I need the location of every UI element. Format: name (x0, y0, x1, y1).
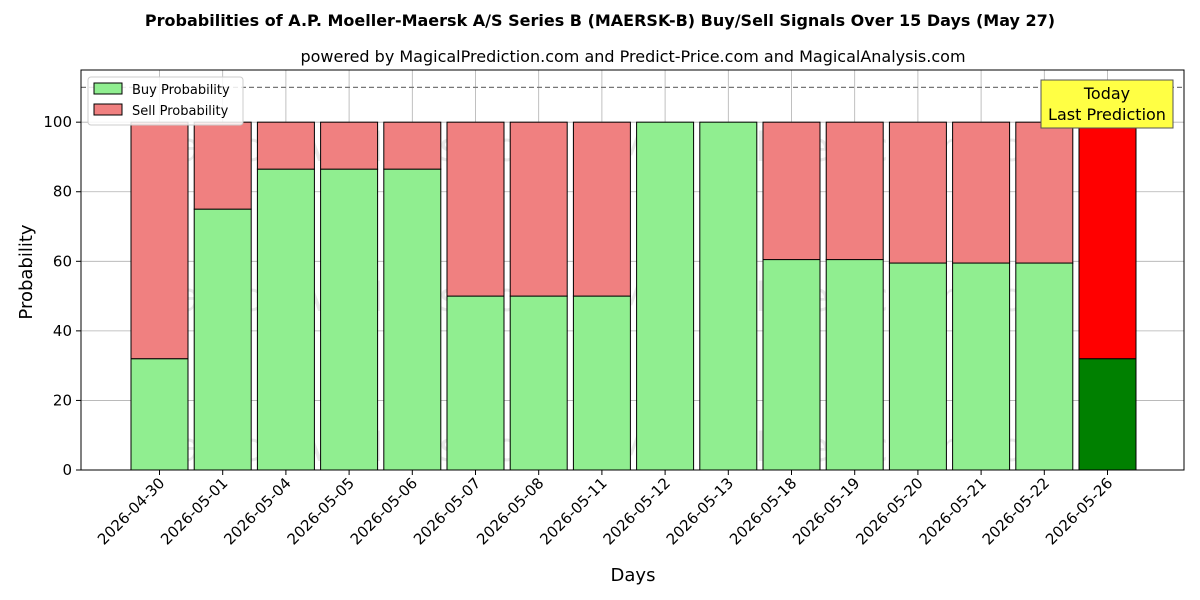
x-tick-label: 2026-05-08 (473, 474, 547, 548)
today-annotation: Today Last Prediction (1040, 79, 1174, 129)
y-axis-label: Probability (16, 224, 37, 319)
annotation-text: Last Prediction (1048, 105, 1166, 124)
buy-bar (762, 259, 821, 471)
x-tick-label: 2026-05-18 (726, 474, 800, 548)
buy-bar (383, 168, 442, 471)
buy-bar (1078, 358, 1137, 471)
buy-bar (509, 295, 568, 471)
x-tick-label: 2026-05-01 (157, 474, 231, 548)
y-tick-label: 80 (53, 183, 72, 201)
sell-bar (888, 121, 947, 264)
annotation-text: Today (1083, 84, 1130, 103)
plot-frame (80, 69, 1185, 471)
x-tick-label: 2026-05-19 (789, 474, 863, 548)
sell-bar (952, 121, 1011, 264)
sell-bar (762, 121, 821, 261)
x-axis-ticks: 2026-04-302026-05-012026-05-042026-05-05… (94, 470, 1116, 548)
buy-bar (256, 168, 315, 471)
legend-label: Buy Probability (132, 83, 230, 98)
sell-bar (383, 121, 442, 170)
sell-bar (446, 121, 505, 297)
buy-bar (320, 168, 379, 471)
sell-bar (320, 121, 379, 170)
chart-subtitle: powered by MagicalPrediction.com and Pre… (300, 47, 965, 66)
legend-swatch (93, 103, 123, 116)
chart-title: Probabilities of A.P. Moeller-Maersk A/S… (145, 11, 1055, 30)
buy-bar (952, 262, 1011, 471)
x-tick-label: 2026-05-26 (1042, 474, 1116, 548)
x-tick-label: 2026-05-06 (347, 474, 421, 548)
x-tick-label: 2026-05-12 (600, 474, 674, 548)
legend: Buy Probability Sell Probability (87, 76, 244, 126)
x-tick-label: 2026-05-04 (220, 474, 294, 548)
sell-bar (825, 121, 884, 261)
buy-bar (699, 121, 758, 471)
legend-box (87, 76, 244, 126)
y-tick-label: 0 (62, 461, 72, 479)
buy-bar (825, 259, 884, 471)
x-tick-label: 2026-05-21 (916, 474, 990, 548)
buy-bar (888, 262, 947, 471)
legend-label: Sell Probability (132, 104, 229, 119)
sell-bar (130, 121, 189, 360)
buy-bar (193, 208, 252, 471)
x-tick-label: 2026-05-13 (663, 474, 737, 548)
x-tick-label: 2026-05-22 (979, 474, 1053, 548)
sell-bar (256, 121, 315, 170)
x-tick-label: 2026-05-20 (852, 474, 926, 548)
x-tick-label: 2026-05-05 (284, 474, 358, 548)
sell-bar (572, 121, 631, 297)
y-tick-label: 20 (53, 391, 72, 409)
y-axis-ticks: 0 20 40 60 80 100 (43, 113, 81, 479)
buy-bar (1015, 262, 1074, 471)
bar-layer (130, 121, 1137, 471)
x-axis-label: Days (611, 565, 656, 586)
sell-bar (1015, 121, 1074, 264)
y-tick-label: 100 (43, 113, 72, 131)
sell-bar (509, 121, 568, 297)
legend-swatch (93, 82, 123, 95)
sell-bar (1078, 121, 1137, 360)
x-tick-label: 2026-04-30 (94, 474, 168, 548)
buy-bar (572, 295, 631, 471)
y-tick-label: 60 (53, 252, 72, 270)
buy-bar (130, 358, 189, 471)
y-tick-label: 40 (53, 322, 72, 340)
x-tick-label: 2026-05-11 (536, 474, 610, 548)
annotation-box (1040, 79, 1174, 129)
x-tick-label: 2026-05-07 (410, 474, 484, 548)
buy-bar (636, 121, 695, 471)
sell-bar (193, 121, 252, 210)
buy-bar (446, 295, 505, 471)
